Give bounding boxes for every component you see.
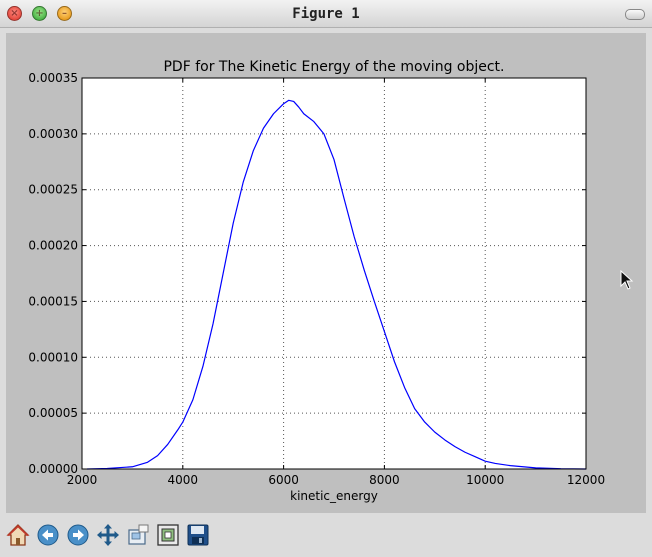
navigation-toolbar bbox=[0, 516, 652, 557]
home-button[interactable] bbox=[4, 520, 32, 550]
pan-button[interactable] bbox=[94, 520, 122, 550]
plot-frame bbox=[81, 77, 587, 470]
pan-arrows-icon bbox=[97, 524, 119, 546]
home-icon bbox=[6, 524, 30, 546]
y-tick-label: 0.00025 bbox=[28, 183, 78, 197]
zoom-button[interactable] bbox=[124, 520, 152, 550]
window-title: Figure 1 bbox=[292, 6, 360, 22]
close-icon: × bbox=[10, 8, 19, 19]
forward-button[interactable] bbox=[64, 520, 92, 550]
figure-canvas[interactable]: 2000 4000 6000 8000 10000 12000 0.00000 0.00005… bbox=[6, 33, 646, 513]
x-axis-label: kinetic_energy bbox=[290, 489, 378, 503]
kde-line bbox=[87, 99, 587, 470]
y-tick-label: 0.00015 bbox=[28, 294, 78, 308]
x-tick-label: 10000 bbox=[466, 473, 504, 487]
minus-icon: – bbox=[62, 8, 67, 19]
chart-title: PDF for The Kinetic Energy of the moving… bbox=[163, 59, 504, 75]
maximize-window-button[interactable]: + bbox=[32, 6, 47, 21]
zoom-rect-icon bbox=[128, 524, 149, 545]
x-tick-label: 8000 bbox=[369, 473, 400, 487]
save-icon bbox=[187, 524, 209, 546]
subplots-button[interactable] bbox=[154, 520, 182, 550]
window-titlebar: × + – Figure 1 bbox=[0, 0, 652, 28]
kde-chart: 2000 4000 6000 8000 10000 12000 0.00000 0.00005… bbox=[28, 59, 605, 503]
forward-arrow-icon bbox=[67, 524, 89, 546]
save-button[interactable] bbox=[184, 520, 212, 550]
x-tick-label: 12000 bbox=[567, 473, 605, 487]
y-tick-label: 0.00030 bbox=[28, 127, 78, 141]
x-tick-label: 6000 bbox=[268, 473, 299, 487]
y-tick-label: 0.00020 bbox=[28, 239, 78, 253]
plot-area bbox=[82, 78, 586, 469]
back-arrow-icon bbox=[37, 524, 59, 546]
close-window-button[interactable]: × bbox=[7, 6, 22, 21]
y-tick-label: 0.00005 bbox=[28, 406, 78, 420]
x-tick-label: 4000 bbox=[168, 473, 199, 487]
y-tick-label: 0.00010 bbox=[28, 350, 78, 364]
back-button[interactable] bbox=[34, 520, 62, 550]
x-tick-label: 2000 bbox=[67, 473, 98, 487]
y-tick-label: 0.00000 bbox=[28, 462, 78, 476]
minimize-window-button[interactable]: – bbox=[57, 6, 72, 21]
shade-window-button[interactable] bbox=[625, 9, 645, 20]
plus-icon: + bbox=[35, 8, 44, 19]
y-tick-label: 0.00035 bbox=[28, 71, 78, 85]
mouse-cursor-icon bbox=[620, 270, 634, 290]
subplots-icon bbox=[157, 524, 179, 546]
